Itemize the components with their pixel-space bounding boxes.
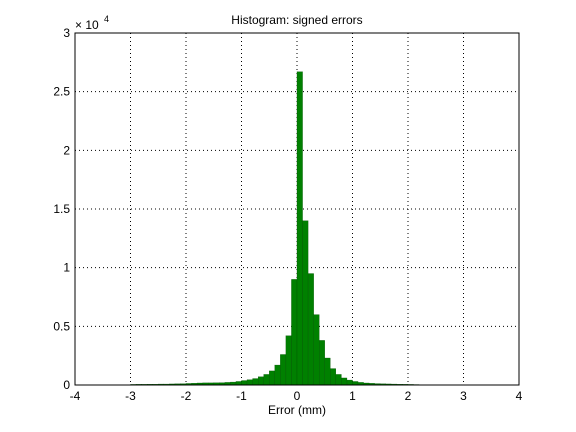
axes-box xyxy=(74,32,520,386)
y-scale-base: × 10 xyxy=(75,18,99,32)
y-tick-label: 1 xyxy=(63,261,70,275)
x-tick-label: 3 xyxy=(460,389,467,403)
bar xyxy=(291,279,298,386)
bar xyxy=(241,380,248,386)
bar xyxy=(324,357,331,386)
y-tick-label: 0 xyxy=(63,378,70,392)
bar xyxy=(307,273,314,386)
x-tick-label: -1 xyxy=(236,389,247,403)
bar xyxy=(341,377,348,386)
x-tick-label: 1 xyxy=(349,389,356,403)
x-tick-label: -2 xyxy=(181,389,192,403)
bar xyxy=(235,381,242,386)
bar xyxy=(285,335,292,386)
bar xyxy=(352,381,359,386)
y-scale-exponent: 4 xyxy=(104,14,109,24)
x-axis-label: Error (mm) xyxy=(268,403,326,417)
x-tick-label: -3 xyxy=(125,389,136,403)
x-tick-label: 4 xyxy=(516,389,523,403)
x-tick-label: 0 xyxy=(294,389,301,403)
y-tick-label: 0.5 xyxy=(53,319,70,333)
y-tick-label: 2.5 xyxy=(53,85,70,99)
bar xyxy=(269,370,275,386)
x-tick-label: -4 xyxy=(70,389,81,403)
bar xyxy=(263,374,270,386)
y-tick-label: 3 xyxy=(63,26,70,40)
bar xyxy=(274,364,281,386)
bar xyxy=(302,220,309,386)
bar xyxy=(335,374,342,386)
bar xyxy=(319,340,325,386)
bar xyxy=(346,379,353,386)
bar xyxy=(296,71,303,386)
bar xyxy=(313,314,320,386)
bar xyxy=(252,378,259,386)
bar xyxy=(257,376,264,386)
y-tick-label: 1.5 xyxy=(53,202,70,216)
bar xyxy=(246,379,253,386)
y-tick-label: 2 xyxy=(63,143,70,157)
bar xyxy=(330,368,336,386)
chart-title: Histogram: signed errors xyxy=(231,13,362,27)
x-tick-label: 2 xyxy=(405,389,412,403)
bar xyxy=(280,354,287,386)
